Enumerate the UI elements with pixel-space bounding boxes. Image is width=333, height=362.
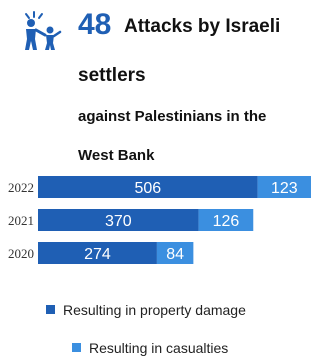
legend-item-casualties: Resulting in casualties: [72, 339, 228, 357]
bar-2022-series-1: [257, 176, 311, 198]
legend-item-property: Resulting in property damage: [46, 301, 246, 319]
bar-2020-series-0: [38, 242, 157, 264]
bar-2021-series-1: [198, 209, 254, 231]
family-figures-icon: [25, 11, 62, 50]
legend-label-casualties: Resulting in casualties: [89, 340, 229, 356]
bar-2020-series-1: [156, 242, 194, 264]
legend-swatch-casualties: [72, 343, 81, 352]
category-label-2021: 2021: [8, 213, 34, 228]
data-label-2020-series-1: 84: [166, 246, 184, 263]
legend-label-property: Resulting in property damage: [63, 302, 246, 318]
bar-2021-series-0: [38, 209, 199, 231]
category-label-2022: 2022: [8, 180, 34, 195]
headline-title-line2: settlers: [78, 65, 146, 86]
data-label-2021-series-0: 370: [105, 213, 132, 230]
legend-swatch-property: [46, 305, 55, 314]
data-label-2022-series-1: 123: [271, 180, 298, 197]
subtitle-line1: against Palestinians in the: [78, 108, 267, 125]
data-label-2022-series-0: 506: [134, 180, 161, 197]
bar-2022-series-0: [38, 176, 258, 198]
headline-number: 48: [78, 8, 112, 41]
headline-title-line1: Attacks by Israeli: [124, 16, 281, 37]
header: 48 Attacks by Israeli settlers against P…: [0, 0, 333, 175]
data-label-2021-series-1: 126: [213, 213, 240, 230]
category-label-2020: 2020: [8, 246, 34, 261]
data-label-2020-series-0: 274: [84, 246, 111, 263]
subtitle-line2: West Bank: [78, 147, 155, 164]
stacked-bar-chart: 2022 506 123 2021 370 126 2020 274 84: [8, 176, 311, 264]
